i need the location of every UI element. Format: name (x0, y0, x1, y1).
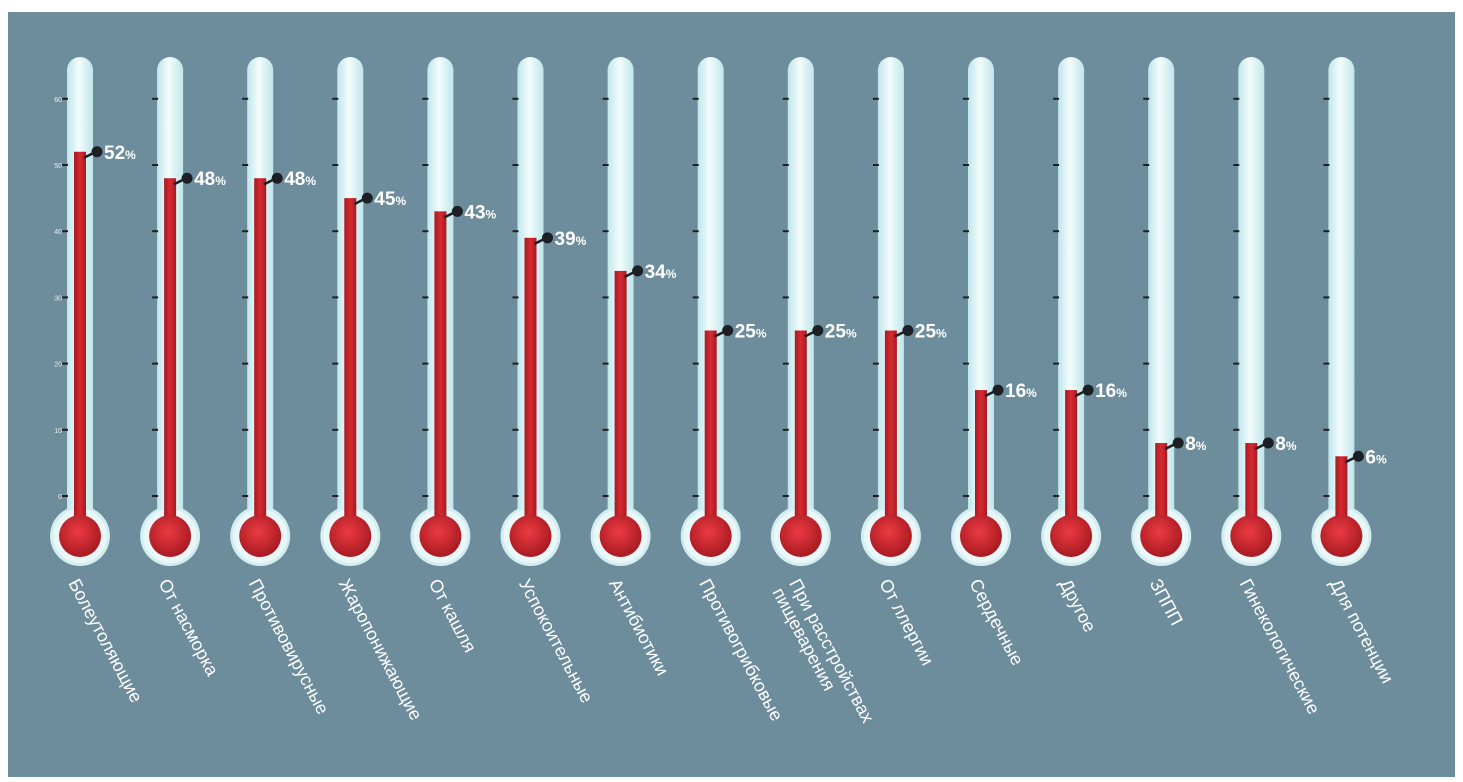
thermometer: 8%Гинекологические (1221, 57, 1324, 717)
value-dot (451, 205, 463, 217)
bulb (329, 515, 372, 557)
bar-mercury (1155, 443, 1168, 536)
data-label: 8% (1185, 434, 1207, 455)
bulb (419, 515, 462, 557)
value-dot (902, 325, 914, 336)
thermometer: 43%От кашля (410, 57, 497, 656)
value-dot (361, 192, 373, 204)
bar-mercury (74, 151, 86, 536)
bar-mercury (1245, 443, 1258, 536)
bar-mercury (344, 198, 357, 536)
thermometer-tube (1238, 57, 1265, 536)
bulb (149, 515, 192, 557)
data-label: 43% (464, 202, 496, 223)
thermometer-tube (1328, 57, 1355, 536)
bar-mercury (975, 390, 987, 536)
thermometer-tube (787, 57, 814, 536)
y-tick-label: 10 (54, 428, 62, 435)
thermometer: 8%ЗППП (1131, 57, 1207, 629)
bar-mercury (884, 330, 897, 536)
value-dot (722, 325, 734, 336)
thermometer-tube (877, 57, 904, 536)
bulb (1230, 515, 1273, 557)
bar-mercury (794, 330, 807, 536)
data-label: 34% (645, 262, 677, 283)
thermometer: 16%Другое (1041, 57, 1127, 635)
bar-mercury (164, 178, 177, 537)
data-label: 25% (735, 322, 767, 343)
value-dot (992, 384, 1004, 396)
data-label: 48% (194, 169, 226, 190)
data-label: 39% (555, 229, 587, 250)
data-label: 16% (1095, 381, 1127, 402)
value-dot (812, 325, 824, 336)
bar-mercury (434, 211, 447, 536)
bulb (1140, 515, 1183, 557)
y-tick-label: 20 (54, 362, 62, 369)
bulb (59, 515, 101, 557)
value-dot (1352, 450, 1364, 462)
bar-mercury (254, 178, 267, 537)
value-dot (181, 172, 193, 184)
data-label: 52% (104, 143, 136, 164)
bulb (869, 515, 912, 557)
bar-mercury (524, 237, 537, 536)
y-tick-label: 60 (54, 97, 62, 104)
data-label: 48% (284, 169, 316, 190)
thermometer-tube (697, 57, 724, 536)
bulb (779, 515, 822, 557)
data-label: 45% (374, 189, 406, 210)
value-dot (271, 172, 283, 184)
data-label: 6% (1365, 447, 1387, 468)
bulb (239, 515, 282, 557)
value-dot (632, 265, 644, 277)
bar-mercury (1065, 390, 1078, 536)
data-label: 25% (915, 322, 947, 343)
thermometer-tube (968, 57, 994, 536)
data-label: 25% (825, 322, 857, 343)
value-dot (1082, 384, 1094, 396)
thermometer-tube (1148, 57, 1175, 536)
value-dot (1172, 437, 1184, 449)
bulb (960, 515, 1002, 557)
bar-mercury (614, 270, 627, 536)
y-tick-label: 30 (54, 295, 62, 302)
data-label: 8% (1275, 434, 1297, 455)
bulb (1050, 515, 1093, 557)
value-dot (91, 146, 103, 158)
thermometer-tube (1058, 57, 1085, 536)
bar-mercury (704, 330, 717, 536)
bulb (689, 515, 732, 557)
value-dot (1262, 437, 1274, 449)
bulb (509, 515, 552, 557)
y-tick-label: 40 (54, 229, 62, 236)
chart-background (8, 12, 1455, 777)
data-label: 16% (1005, 381, 1037, 402)
y-tick-label: 0 (58, 494, 62, 501)
value-dot (542, 232, 553, 244)
bulb (599, 515, 642, 557)
bulb (1320, 515, 1363, 557)
y-tick-label: 50 (54, 163, 62, 170)
